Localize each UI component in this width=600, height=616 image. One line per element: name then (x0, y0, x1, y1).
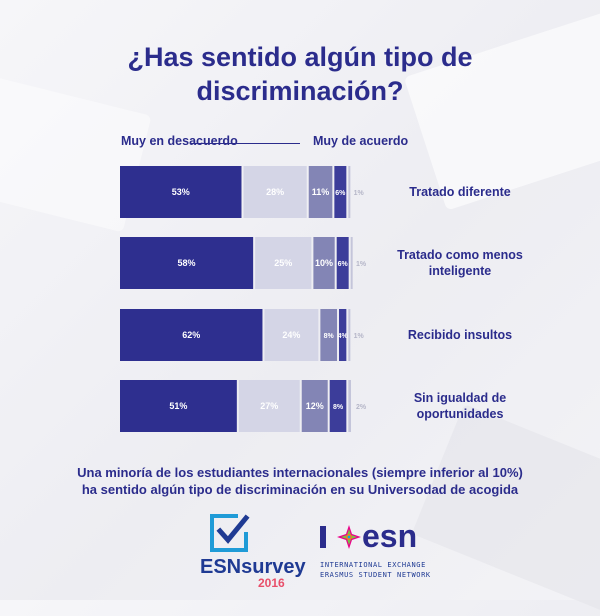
bar-data-label: 10% (315, 258, 333, 268)
category-label: Sin igualdad de oportunidades (380, 390, 540, 422)
checkbox-check-icon (210, 514, 250, 552)
category-label: Tratado diferente (380, 184, 540, 200)
bar-segment (120, 166, 242, 218)
bar-data-label: 8% (324, 333, 335, 340)
category-label: Recibido insultos (380, 327, 540, 343)
esn-survey-year: 2016 (258, 576, 285, 590)
bar-data-label: 1% (356, 261, 367, 268)
footnote-line: Una minoría de los estudiantes internaci… (77, 465, 523, 480)
scale-divider-line (190, 143, 300, 144)
footnote-line: ha sentido algún tipo de discriminación … (81, 482, 519, 497)
bar-data-label: 8% (333, 404, 344, 411)
bar-segment (308, 166, 333, 218)
scale-right-label: Muy de acuerdo (313, 134, 409, 148)
bar-data-label: 1% (354, 190, 365, 197)
chart-title-line: ¿Has sentido algún tipo de (127, 42, 473, 72)
esn-tagline: INTERNATIONAL EXCHANGE (320, 561, 426, 569)
bar-segment (120, 380, 237, 432)
esn-logo: esn INTERNATIONAL EXCHANGE ERASMUS STUDE… (320, 520, 460, 590)
bar-segment (264, 309, 319, 361)
stacked-bar-chart: 53% 28% 11% 6% 1%58% 25% 10% 6% 1%62% 24% 8% 4% 1%51… (120, 166, 367, 432)
bar-segment (339, 309, 347, 361)
bar-segment (329, 380, 347, 432)
bar-data-label: 51% (169, 401, 187, 411)
bar-data-label: 25% (274, 258, 292, 268)
esn-bar-icon (320, 526, 326, 548)
bar-data-label: 11% (312, 187, 330, 197)
scale-left-label: Muy en desacuerdo (121, 134, 238, 148)
chart-title: ¿Has sentido algún tipo de discriminació… (0, 40, 600, 108)
bar-data-label: 6% (338, 261, 349, 268)
bar-data-label: 27% (260, 401, 278, 411)
esn-star-icon (337, 525, 361, 549)
bar-data-label: 2% (356, 404, 367, 411)
category-label: Tratado como menos inteligente (380, 247, 540, 279)
esn-wordmark: esn (362, 518, 418, 554)
category-label-line: oportunidades (416, 407, 504, 421)
bar-data-label: 53% (172, 187, 190, 197)
bar-segment (334, 166, 347, 218)
bar-data-label: 24% (282, 330, 300, 340)
bar-segment (255, 237, 312, 289)
bar-data-label: 28% (266, 187, 284, 197)
bar-data-label: 62% (182, 330, 200, 340)
bar-segment (348, 166, 351, 218)
esn-tagline: ERASMUS STUDENT NETWORK (320, 571, 431, 579)
category-label-line: Recibido insultos (407, 328, 513, 342)
bar-segment (301, 380, 328, 432)
bar-data-label: 1% (354, 333, 365, 340)
bar-segment (320, 309, 338, 361)
footnote: Una minoría de los estudiantes internaci… (0, 464, 600, 498)
category-label-line: Sin igualdad de (413, 391, 507, 405)
bar-data-label: 58% (178, 258, 196, 268)
esn-survey-logo: ESNsurvey 2016 (200, 512, 310, 592)
bar-segment (348, 380, 351, 432)
bar-segment (238, 380, 300, 432)
category-label-line: Tratado diferente (409, 185, 511, 199)
esn-survey-brand: ESNsurvey (200, 556, 306, 578)
bar-segment (336, 237, 349, 289)
bar-segment (348, 309, 351, 361)
bar-data-label: 4% (338, 333, 349, 340)
bar-segment (120, 237, 254, 289)
bar-segment (313, 237, 335, 289)
category-label-line: inteligente (428, 264, 492, 278)
bar-segment (120, 309, 263, 361)
bar-data-label: 12% (306, 401, 324, 411)
bar-segment (350, 237, 353, 289)
chart-title-line: discriminación? (196, 76, 404, 106)
bar-data-label: 6% (335, 190, 346, 197)
category-label-line: Tratado como menos (397, 248, 523, 262)
bar-segment (243, 166, 307, 218)
